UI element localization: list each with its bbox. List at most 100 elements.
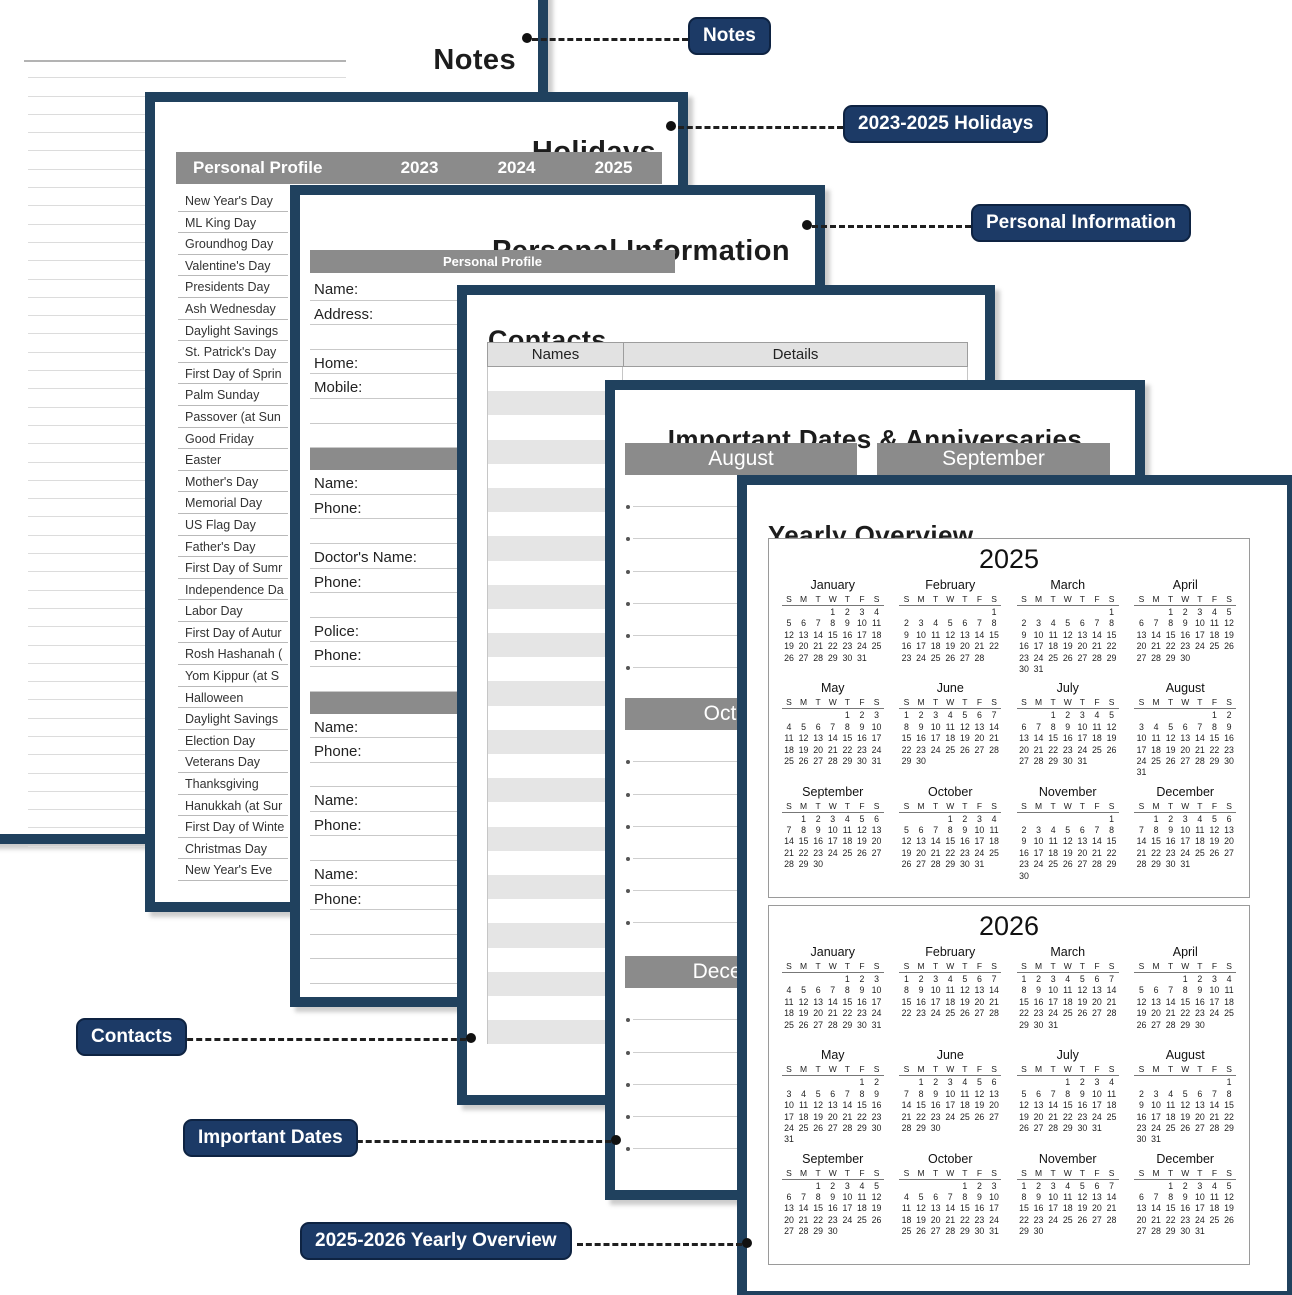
day-cell: 1 bbox=[1021, 1180, 1027, 1191]
day-cell: 9 bbox=[1139, 1100, 1144, 1111]
weekday-letter: S bbox=[869, 1064, 884, 1077]
day-cell bbox=[1104, 664, 1119, 675]
day-cell bbox=[840, 1238, 855, 1249]
day-cell: 22 bbox=[798, 847, 809, 858]
day-cell bbox=[1060, 871, 1075, 882]
day-cell: 26 bbox=[798, 755, 809, 766]
day-cell: 17 bbox=[1077, 733, 1088, 744]
day-cell: 18 bbox=[1165, 1111, 1176, 1122]
day-cell bbox=[1222, 767, 1237, 778]
day-cell: 4 bbox=[1168, 1088, 1174, 1099]
day-cell: 7 bbox=[1036, 721, 1042, 732]
holiday-row: First Day of Autur bbox=[178, 622, 288, 644]
day-cell: 6 bbox=[801, 618, 807, 629]
day-cell: 27 bbox=[1019, 755, 1029, 766]
day-cell: 16 bbox=[1224, 733, 1234, 744]
weekday-letter: M bbox=[1031, 1168, 1046, 1180]
day-cell: 12 bbox=[1136, 996, 1147, 1007]
day-cell bbox=[1060, 1226, 1075, 1237]
day-cell bbox=[869, 767, 884, 778]
month-name: April bbox=[1172, 945, 1198, 959]
day-cell: 21 bbox=[1033, 744, 1044, 755]
day-cell: 5 bbox=[786, 618, 792, 629]
day-cell: 10 bbox=[916, 629, 926, 640]
day-cell: 1 bbox=[1226, 1077, 1232, 1088]
day-cell: 7 bbox=[844, 1088, 850, 1099]
day-cell bbox=[928, 871, 943, 882]
weekday-letter: W bbox=[825, 1168, 841, 1180]
day-cell: 7 bbox=[830, 721, 836, 732]
day-cell bbox=[855, 1134, 870, 1145]
day-cell bbox=[899, 767, 914, 778]
day-cell: 30 bbox=[842, 652, 853, 663]
day-cell bbox=[1046, 1077, 1061, 1088]
day-cell bbox=[782, 814, 797, 825]
day-cell: 26 bbox=[798, 1019, 809, 1030]
holidays-header-year-2025: 2025 bbox=[594, 158, 633, 177]
day-cell: 24 bbox=[1033, 652, 1044, 663]
day-cell: 30 bbox=[1194, 1019, 1205, 1030]
day-cell bbox=[1031, 1031, 1046, 1042]
weekday-letter: W bbox=[1177, 1064, 1193, 1077]
day-cell bbox=[914, 1238, 929, 1249]
day-cell: 18 bbox=[1092, 733, 1102, 744]
weekday-letter: T bbox=[810, 1168, 826, 1180]
day-cell: 8 bbox=[1065, 1088, 1071, 1099]
weekday-letter: S bbox=[1104, 594, 1119, 606]
weekday-letter: T bbox=[1045, 961, 1061, 973]
day-cell: 16 bbox=[842, 629, 853, 640]
day-cell: 29 bbox=[945, 859, 956, 870]
day-cell: 22 bbox=[842, 1008, 853, 1019]
day-cell bbox=[1178, 1031, 1193, 1042]
day-cell: 30 bbox=[1062, 755, 1073, 766]
weekday-letter: M bbox=[1148, 1168, 1164, 1180]
day-cell: 26 bbox=[1077, 1214, 1088, 1225]
day-cell: 17 bbox=[827, 836, 838, 847]
day-cell bbox=[1090, 814, 1105, 825]
day-cell bbox=[1222, 1134, 1237, 1145]
day-cell bbox=[796, 664, 811, 675]
weekday-letter: F bbox=[1207, 1168, 1222, 1180]
day-cell: 24 bbox=[930, 744, 941, 755]
day-cell: 15 bbox=[989, 629, 999, 640]
day-cell: 2 bbox=[874, 1077, 879, 1088]
day-cell: 20 bbox=[1224, 836, 1234, 847]
day-cell: 30 bbox=[813, 859, 824, 870]
month-name: January bbox=[810, 578, 855, 592]
month-days: 1 2 3 4 5 6 7 8 9 10 11 12 13 14 15 16 17 18 19 20 21 22 23 24 2… bbox=[895, 607, 1007, 675]
day-cell: 13 bbox=[974, 985, 985, 996]
day-cell bbox=[958, 1238, 973, 1249]
holiday-row: Ash Wednesday bbox=[178, 298, 288, 320]
day-cell: 22 bbox=[1180, 1008, 1191, 1019]
day-cell: 6 bbox=[1139, 618, 1144, 629]
day-cell: 12 bbox=[1077, 985, 1088, 996]
day-cell: 14 bbox=[813, 629, 824, 640]
day-cell: 15 bbox=[901, 996, 912, 1007]
day-cell: 25 bbox=[1048, 859, 1059, 870]
weekday-letter: S bbox=[1016, 1168, 1032, 1180]
day-cell: 31 bbox=[857, 652, 867, 663]
day-cell: 31 bbox=[1092, 1122, 1102, 1133]
day-cell: 7 bbox=[933, 825, 939, 836]
day-cell: 23 bbox=[916, 1008, 926, 1019]
day-cell: 9 bbox=[1182, 618, 1188, 629]
month-header-august: August bbox=[625, 443, 857, 475]
day-cell bbox=[811, 664, 826, 675]
day-cell: 20 bbox=[916, 847, 926, 858]
day-cell bbox=[855, 1238, 870, 1249]
day-cell: 30 bbox=[1224, 755, 1234, 766]
day-cell: 9 bbox=[976, 1192, 982, 1203]
day-cell: 23 bbox=[1019, 652, 1029, 663]
day-cell bbox=[1193, 664, 1208, 675]
day-cell bbox=[796, 710, 811, 721]
day-cell bbox=[1134, 974, 1149, 985]
weekday-letter: M bbox=[1148, 697, 1164, 710]
day-cell: 14 bbox=[1136, 836, 1147, 847]
day-cell: 28 bbox=[827, 755, 838, 766]
weekday-letter: T bbox=[1045, 801, 1061, 813]
day-cell: 7 bbox=[991, 710, 997, 721]
